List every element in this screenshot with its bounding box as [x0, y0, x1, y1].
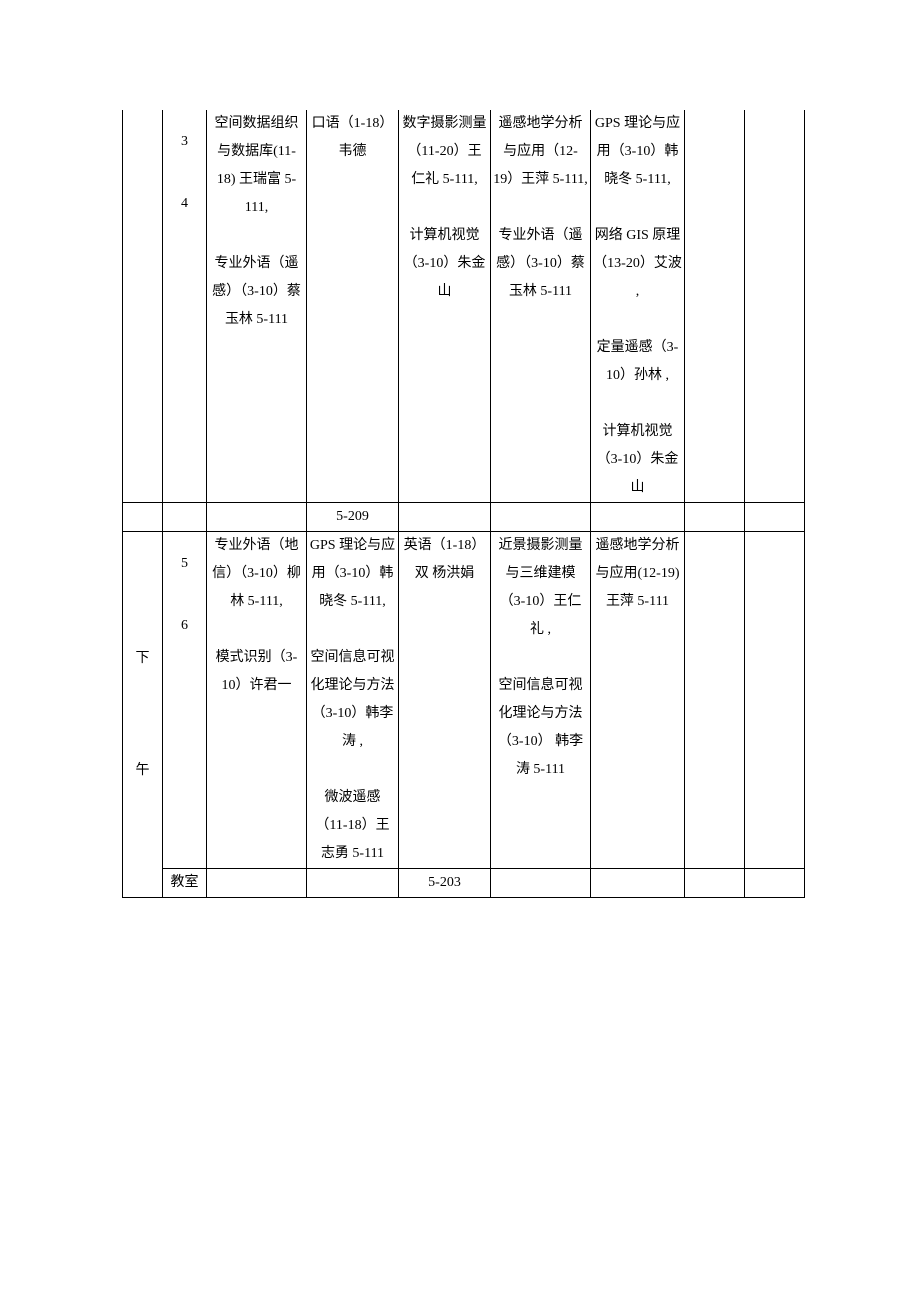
- page: 3 4 空间数据组织与数据库(11-18) 王瑞富 5-111, 专业外语（遥感…: [0, 0, 920, 1302]
- cell-blank: [685, 869, 745, 898]
- cell-course: 口语（1-18）韦德: [307, 110, 399, 503]
- cell-room: [491, 503, 591, 532]
- cell-blank: [123, 503, 163, 532]
- cell-blank: [745, 110, 805, 503]
- cell-blank: [163, 503, 207, 532]
- table-row: 5-209: [123, 503, 805, 532]
- cell-room: [491, 869, 591, 898]
- schedule-table: 3 4 空间数据组织与数据库(11-18) 王瑞富 5-111, 专业外语（遥感…: [122, 110, 805, 898]
- cell-periods: 3 4: [163, 110, 207, 503]
- cell-blank: [745, 532, 805, 869]
- cell-course: 空间数据组织与数据库(11-18) 王瑞富 5-111, 专业外语（遥感）（3-…: [207, 110, 307, 503]
- table-row: 下 午 5 6 专业外语（地信）（3-10）柳林 5-111, 模式识别（3-1…: [123, 532, 805, 869]
- cell-room: [399, 503, 491, 532]
- cell-blank: [745, 503, 805, 532]
- period-number: 3: [165, 128, 204, 156]
- cell-course: 专业外语（地信）（3-10）柳林 5-111, 模式识别（3-10）许君一: [207, 532, 307, 869]
- cell-room: [207, 869, 307, 898]
- cell-blank: [685, 532, 745, 869]
- cell-course: GPS 理论与应用（3-10）韩晓冬 5-111, 网络 GIS 原理（13-2…: [591, 110, 685, 503]
- cell-course: 英语（1-18）双 杨洪娟: [399, 532, 491, 869]
- table-row: 教室 5-203: [123, 869, 805, 898]
- period-number: 6: [165, 612, 204, 640]
- cell-course: 近景摄影测量与三维建模（3-10）王仁礼 , 空间信息可视化理论与方法（3-10…: [491, 532, 591, 869]
- cell-room: [591, 869, 685, 898]
- cell-room: 5-203: [399, 869, 491, 898]
- cell-blank: [685, 110, 745, 503]
- cell-row-label: 教室: [163, 869, 207, 898]
- cell-periods: 5 6: [163, 532, 207, 869]
- cell-course: GPS 理论与应用（3-10）韩晓冬 5-111, 空间信息可视化理论与方法（3…: [307, 532, 399, 869]
- period-number: 5: [165, 550, 204, 578]
- cell-room: [307, 869, 399, 898]
- cell-room: [591, 503, 685, 532]
- cell-course: 遥感地学分析与应用(12-19)王萍 5-111: [591, 532, 685, 869]
- cell-room: [207, 503, 307, 532]
- cell-session-label: 下 午: [123, 532, 163, 898]
- cell-blank: [685, 503, 745, 532]
- cell-course: 数字摄影测量（11-20）王仁礼 5-111, 计算机视觉（3-10）朱金山: [399, 110, 491, 503]
- cell-room: 5-209: [307, 503, 399, 532]
- table-row: 3 4 空间数据组织与数据库(11-18) 王瑞富 5-111, 专业外语（遥感…: [123, 110, 805, 503]
- period-number: 4: [165, 190, 204, 218]
- cell-blank: [745, 869, 805, 898]
- cell-blank: [123, 110, 163, 503]
- cell-course: 遥感地学分析与应用（12-19）王萍 5-111, 专业外语（遥感）（3-10）…: [491, 110, 591, 503]
